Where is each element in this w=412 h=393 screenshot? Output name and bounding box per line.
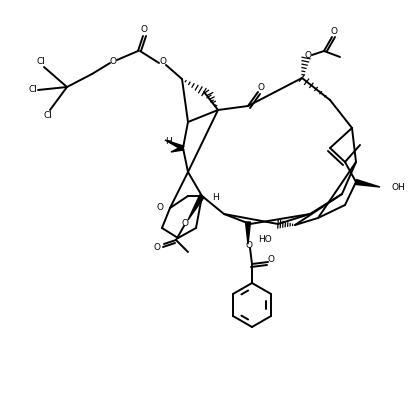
Text: H: H — [213, 193, 219, 202]
Text: O: O — [110, 57, 117, 66]
Text: Cl: Cl — [28, 86, 37, 94]
Text: O: O — [258, 83, 265, 92]
Text: H: H — [166, 138, 172, 147]
Text: O: O — [267, 255, 274, 264]
Text: O: O — [304, 51, 311, 61]
Text: Cl: Cl — [44, 112, 52, 121]
Text: O: O — [157, 204, 164, 213]
Text: O: O — [330, 26, 337, 35]
Polygon shape — [246, 222, 250, 244]
Text: O: O — [159, 57, 166, 66]
Text: HO: HO — [258, 235, 272, 244]
Text: O: O — [140, 26, 147, 35]
Text: OH: OH — [392, 184, 406, 193]
Polygon shape — [356, 180, 380, 187]
Polygon shape — [171, 146, 184, 152]
Polygon shape — [188, 195, 204, 220]
Text: O: O — [246, 242, 253, 250]
Text: O: O — [154, 242, 161, 252]
Polygon shape — [165, 140, 184, 150]
Text: Cl: Cl — [37, 57, 45, 66]
Text: O: O — [182, 219, 189, 228]
